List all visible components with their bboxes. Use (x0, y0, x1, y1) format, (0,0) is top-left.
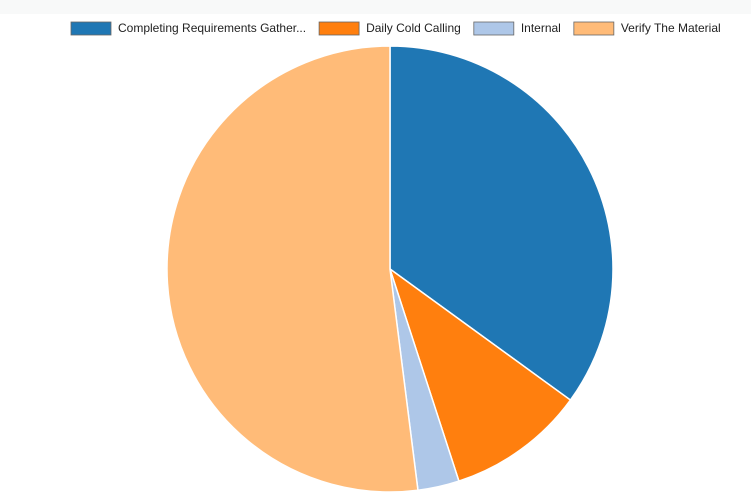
legend-swatch[interactable] (473, 21, 515, 36)
legend-swatch[interactable] (318, 21, 360, 36)
pie-slice (389, 45, 614, 402)
legend-swatch[interactable] (70, 21, 112, 36)
legend-swatch[interactable] (573, 21, 615, 36)
legend-label[interactable]: Completing Requirements Gather... (118, 21, 306, 35)
pie-slice (388, 267, 572, 483)
legend-label[interactable]: Internal (521, 21, 561, 35)
pie-slice (166, 45, 419, 493)
legend-label[interactable]: Verify The Material (621, 21, 721, 35)
top-strip (0, 0, 751, 14)
legend-label[interactable]: Daily Cold Calling (366, 21, 461, 35)
